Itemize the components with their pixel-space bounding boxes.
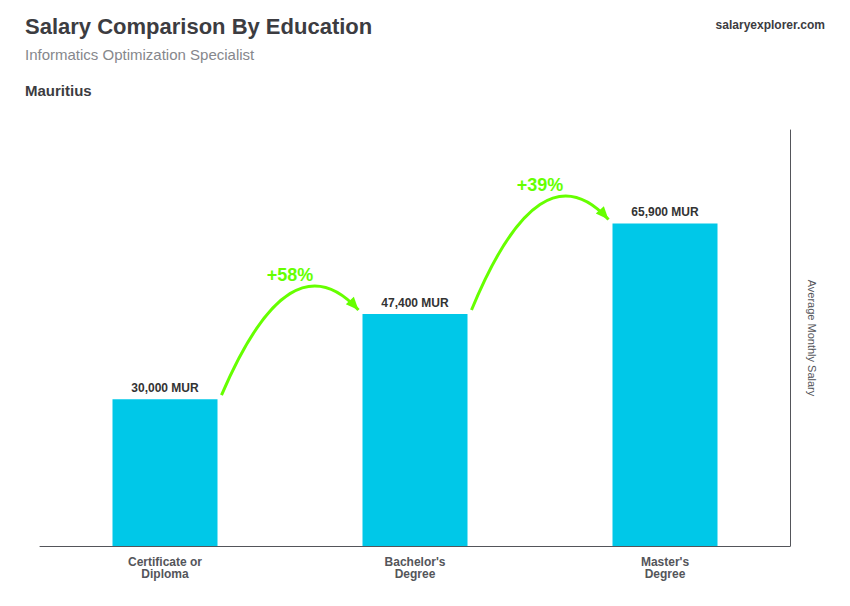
svg-text:Average Monthly Salary: Average Monthly Salary — [806, 280, 818, 397]
svg-text:Bachelor's: Bachelor's — [384, 555, 446, 569]
svg-text:Master's: Master's — [640, 555, 690, 569]
svg-text:47,400 MUR: 47,400 MUR — [381, 296, 449, 310]
svg-text:Certificate or: Certificate or — [128, 555, 202, 569]
svg-text:Informatics Optimization Speci: Informatics Optimization Specialist — [25, 46, 255, 63]
svg-text:+58%: +58% — [267, 265, 314, 285]
svg-text:65,900 MUR: 65,900 MUR — [631, 205, 699, 219]
svg-text:+39%: +39% — [517, 175, 564, 195]
svg-text:salaryexplorer.com: salaryexplorer.com — [716, 18, 825, 32]
svg-text:Diploma: Diploma — [141, 567, 189, 581]
svg-text:Mauritius: Mauritius — [25, 82, 92, 99]
svg-text:Salary Comparison By Education: Salary Comparison By Education — [25, 14, 372, 39]
svg-text:30,000 MUR: 30,000 MUR — [131, 381, 199, 395]
svg-text:Degree: Degree — [395, 567, 436, 581]
svg-text:Degree: Degree — [645, 567, 686, 581]
